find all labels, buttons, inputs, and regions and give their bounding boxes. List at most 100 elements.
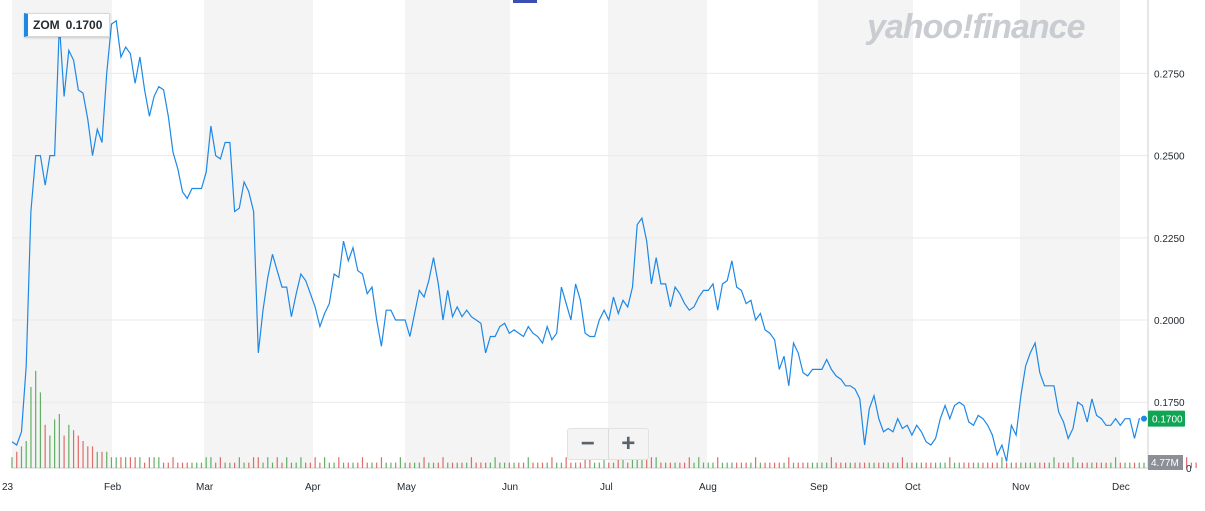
volume-bar <box>25 441 27 468</box>
volume-bar <box>892 462 894 468</box>
volume-bar <box>603 457 605 468</box>
volume-bar <box>821 462 823 468</box>
volume-bar <box>589 457 591 468</box>
volume-bar <box>773 462 776 468</box>
volume-bar <box>361 457 364 468</box>
volume-bar <box>996 462 998 468</box>
volume-bar <box>845 462 847 468</box>
volume-bar <box>953 462 956 468</box>
volume-bar <box>376 462 378 468</box>
volume-bar <box>305 462 307 468</box>
volume-bar <box>489 462 491 468</box>
volume-bar <box>556 462 558 468</box>
volume-bar <box>1015 462 1017 468</box>
month-band <box>405 0 510 468</box>
volume-bar <box>840 462 842 468</box>
volume-bar <box>1119 462 1121 468</box>
volume-bar <box>930 462 932 468</box>
volume-bar <box>1105 462 1107 468</box>
volume-bar <box>200 462 203 468</box>
volume-bar <box>447 462 449 468</box>
volume-bar <box>911 462 913 468</box>
volume-bar <box>16 451 18 468</box>
volume-bar <box>162 462 165 468</box>
volume-bar <box>219 457 222 468</box>
volume-bar <box>527 457 529 468</box>
volume-bar <box>494 457 496 468</box>
volume-bar <box>532 462 534 468</box>
volume-bar <box>503 462 506 468</box>
volume-bar <box>1001 457 1003 468</box>
volume-bar <box>148 457 150 468</box>
volume-bar <box>409 462 411 468</box>
y-tick-label: 0.2000 <box>1154 316 1185 327</box>
volume-bar <box>106 451 108 468</box>
volume-bar <box>721 462 724 468</box>
volume-bar <box>428 462 430 468</box>
volume-bar <box>693 462 695 468</box>
month-band <box>818 0 913 468</box>
volume-bar <box>1124 462 1126 468</box>
volume-bar <box>1020 462 1022 468</box>
volume-bar <box>608 462 610 468</box>
volume-bar <box>470 457 473 468</box>
volume-bar <box>897 462 899 468</box>
volume-bar <box>792 462 795 468</box>
volume-bar <box>764 462 766 468</box>
volume-bar <box>72 430 75 468</box>
volume-bar <box>736 462 738 468</box>
zoom-in-button[interactable]: + <box>621 430 636 457</box>
volume-bar <box>115 457 117 468</box>
volume-bar <box>541 462 544 468</box>
x-tick-label: Mar <box>196 482 214 493</box>
volume-bar <box>418 462 420 468</box>
volume-bar <box>82 441 84 468</box>
volume-bar <box>30 387 32 468</box>
volume-bar <box>1081 462 1084 468</box>
volume-bar <box>475 462 477 468</box>
volume-bar <box>186 462 188 468</box>
volume-bar <box>726 462 728 468</box>
x-tick-label: Jun <box>502 482 518 493</box>
volume-bar <box>380 457 383 468</box>
volume-bar <box>1186 457 1188 468</box>
volume-bar <box>129 457 132 468</box>
volume-bar <box>972 462 975 468</box>
volume-bar <box>432 462 435 468</box>
volume-bar <box>783 462 785 468</box>
volume-bar <box>437 462 439 468</box>
volume-bar <box>1096 462 1098 468</box>
volume-bar <box>546 462 548 468</box>
volume-bar <box>390 462 392 468</box>
zoom-out-button[interactable]: − <box>568 429 609 459</box>
volume-bar <box>466 462 468 468</box>
volume-badge-label: 4.77M <box>1151 458 1179 469</box>
volume-bar <box>215 462 217 468</box>
volume-bar <box>878 462 880 468</box>
volume-bar <box>1048 462 1050 468</box>
volume-bar <box>404 462 406 468</box>
volume-bar <box>423 457 425 468</box>
volume-bar <box>333 462 335 468</box>
month-band <box>204 0 313 468</box>
volume-bar <box>755 457 757 468</box>
volume-bar <box>300 457 302 468</box>
volume-bar <box>271 462 274 468</box>
volume-bar <box>660 462 662 468</box>
volume-bar <box>916 462 918 468</box>
volume-bar <box>286 457 288 468</box>
x-tick-label: Dec <box>1112 482 1130 493</box>
volume-bar <box>830 457 832 468</box>
volume-badge <box>1148 455 1183 470</box>
volume-bar <box>35 370 37 468</box>
volume-bar <box>1043 462 1046 468</box>
x-tick-label: 23 <box>2 482 14 493</box>
legend-value: 0.1700 <box>65 18 103 32</box>
volume-bar <box>295 462 297 468</box>
legend-box[interactable]: ZOM 0.1700 <box>24 13 111 37</box>
volume-bar <box>622 457 624 468</box>
x-tick-label: Nov <box>1012 482 1030 493</box>
volume-bar <box>849 462 851 468</box>
volume-bar <box>328 462 330 468</box>
volume-bar <box>68 424 70 468</box>
